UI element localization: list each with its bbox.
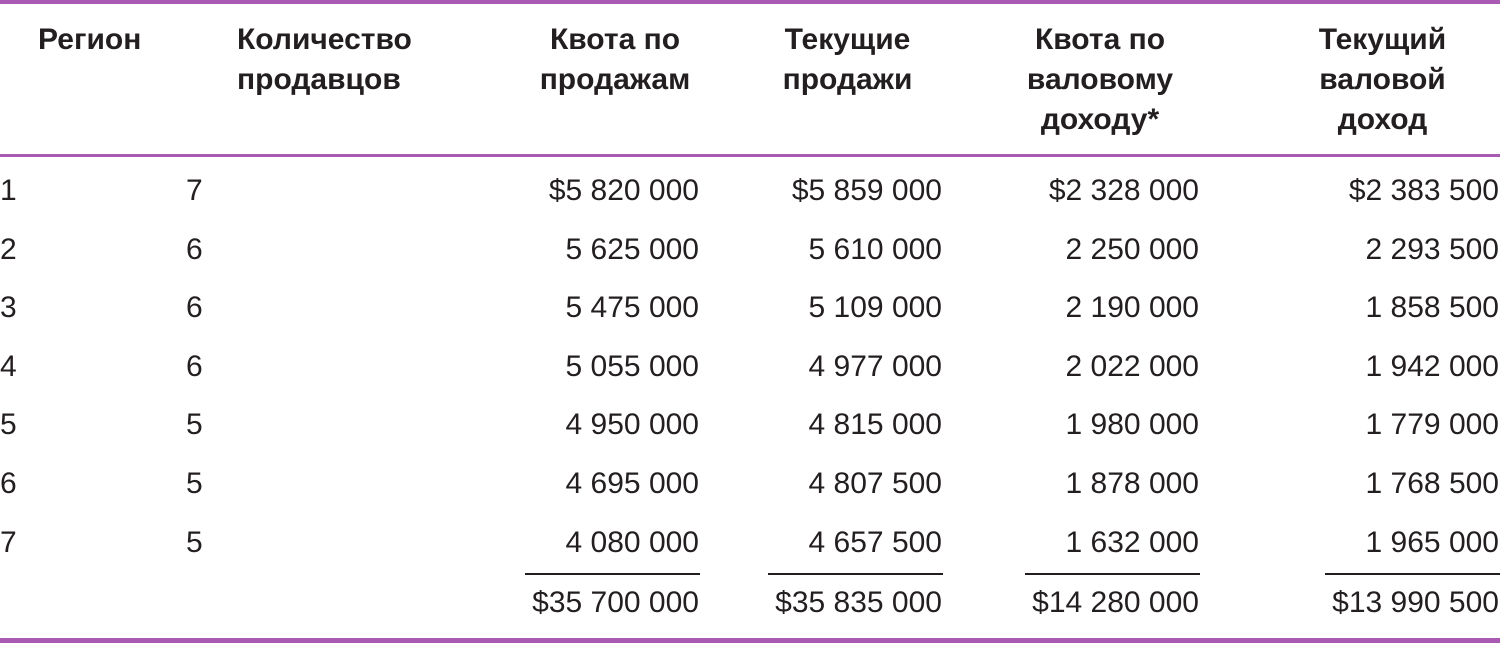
table-row: 7 5 4 080 000 4 657 500 1 632 000 1 965 … — [0, 514, 1500, 573]
current-gross-margin-cell: $2 383 500 — [1348, 174, 1499, 207]
current-sales-cell: 4 815 000 — [808, 408, 942, 442]
table-row: 6 5 4 695 000 4 807 500 1 878 000 1 768 … — [0, 455, 1500, 514]
table-body: 1 7 $5 820 000 $5 859 000 $2 328 000 $2 … — [0, 162, 1500, 572]
current-sales-cell: 4 657 500 — [808, 525, 942, 559]
table-row: 3 6 5 475 000 5 109 000 2 190 000 1 858 … — [0, 279, 1500, 338]
gross-margin-quota-cell: 2 190 000 — [1065, 291, 1199, 325]
header-gross-margin-quota: Квота по валовому доходу* — [1026, 23, 1174, 136]
gross-margin-quota-cell: 1 980 000 — [1065, 408, 1199, 442]
sales-quota-cell: 5 625 000 — [565, 232, 699, 266]
salespeople-cell: 6 — [186, 291, 203, 325]
current-gross-margin-cell: 1 779 000 — [1365, 408, 1499, 442]
header-region: Регион — [38, 23, 142, 56]
gross-margin-quota-cell: 2 022 000 — [1065, 349, 1199, 383]
current-gross-margin-cell: 1 858 500 — [1365, 291, 1499, 325]
header-current-sales: Текущие продажи — [782, 23, 913, 96]
region-cell: 7 — [0, 525, 17, 559]
gross-margin-quota-sum-line — [1025, 573, 1200, 575]
region-cell: 4 — [0, 349, 17, 383]
current-sales-sum-line — [768, 573, 943, 575]
header-sales-quota: Квота по продажам — [539, 23, 691, 96]
current-sales-cell: 4 977 000 — [808, 349, 942, 383]
sales-quota-cell: 4 080 000 — [565, 525, 699, 559]
gross-margin-quota-total: $14 280 000 — [1032, 586, 1199, 619]
sales-quota-cell: 5 475 000 — [565, 291, 699, 325]
gross-margin-quota-cell: 1 632 000 — [1065, 525, 1199, 559]
gross-margin-quota-cell: $2 328 000 — [1048, 174, 1199, 207]
salespeople-cell: 5 — [186, 525, 203, 559]
current-sales-cell: 5 610 000 — [808, 232, 942, 266]
current-sales-cell: $5 859 000 — [791, 174, 942, 207]
totals-row: $35 700 000 $35 835 000 $14 280 000 $13 … — [0, 575, 1500, 633]
region-cell: 5 — [0, 408, 17, 442]
gross-margin-quota-cell: 2 250 000 — [1065, 232, 1199, 266]
table-row: 2 6 5 625 000 5 610 000 2 250 000 2 293 … — [0, 221, 1500, 280]
region-cell: 1 — [0, 174, 17, 207]
current-gross-margin-cell: 1 768 500 — [1365, 466, 1499, 500]
current-sales-cell: 4 807 500 — [808, 466, 942, 500]
header-rule — [0, 154, 1500, 157]
current-gross-margin-cell: 2 293 500 — [1365, 232, 1499, 266]
table-row: 4 6 5 055 000 4 977 000 2 022 000 1 942 … — [0, 338, 1500, 397]
salespeople-cell: 6 — [186, 349, 203, 383]
current-gross-margin-total: $13 990 500 — [1332, 586, 1499, 619]
table-row: 5 5 4 950 000 4 815 000 1 980 000 1 779 … — [0, 396, 1500, 455]
salespeople-cell: 5 — [186, 408, 203, 442]
gross-margin-quota-cell: 1 878 000 — [1065, 466, 1199, 500]
salespeople-cell: 7 — [186, 174, 203, 207]
region-cell: 6 — [0, 466, 17, 500]
sales-quota-cell: 5 055 000 — [565, 349, 699, 383]
salespeople-cell: 5 — [186, 466, 203, 500]
current-sales-cell: 5 109 000 — [808, 291, 942, 325]
salespeople-cell: 6 — [186, 232, 203, 266]
table-bottom-rule — [0, 638, 1500, 643]
sales-quota-total: $35 700 000 — [532, 586, 699, 619]
current-gross-margin-cell: 1 965 000 — [1365, 525, 1499, 559]
current-sales-total: $35 835 000 — [775, 586, 942, 619]
sales-quota-cell: 4 950 000 — [565, 408, 699, 442]
current-gross-margin-cell: 1 942 000 — [1365, 349, 1499, 383]
header-salespeople-count: Количество продавцов — [237, 23, 412, 96]
header-current-gross-margin: Текущий валовой доход — [1318, 23, 1447, 136]
region-cell: 2 — [0, 232, 17, 266]
region-cell: 3 — [0, 291, 17, 325]
sales-quota-cell: $5 820 000 — [548, 174, 699, 207]
sales-quota-sum-line — [525, 573, 700, 575]
sales-quota-cell: 4 695 000 — [565, 466, 699, 500]
table-row: 1 7 $5 820 000 $5 859 000 $2 328 000 $2 … — [0, 162, 1500, 221]
current-gross-margin-sum-line — [1325, 573, 1500, 575]
table-top-rule — [0, 0, 1500, 4]
